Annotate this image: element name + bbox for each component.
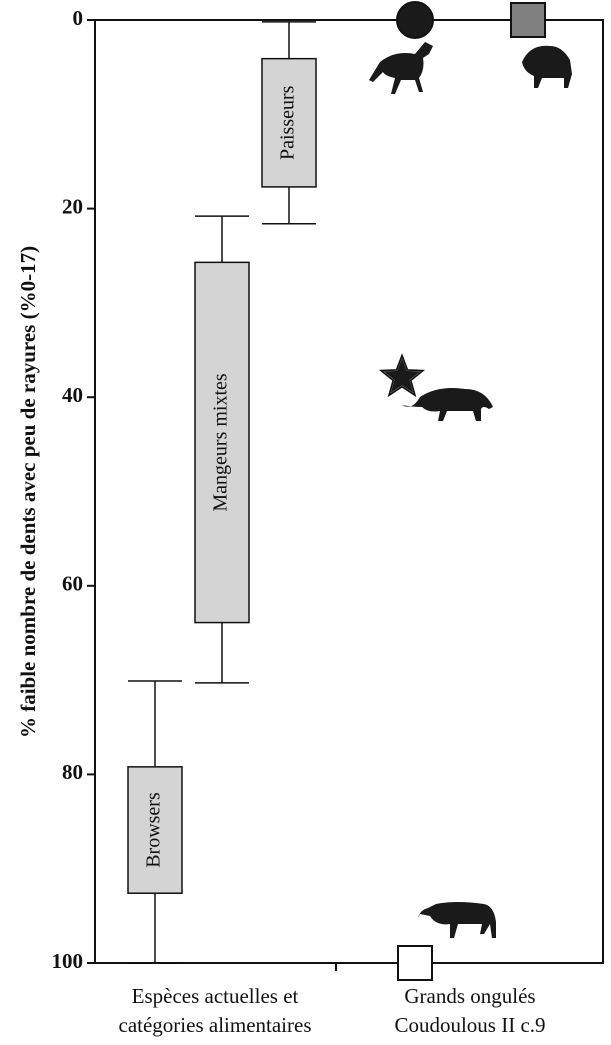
animal-silhouettes: [369, 42, 572, 938]
box: [194, 261, 250, 624]
box: [127, 766, 183, 894]
y-axis-label: % faible nombre de dents avec peu de ray…: [16, 246, 40, 738]
x-category-label: Espèces actuelles et: [132, 984, 299, 1008]
box-label: Paisseurs: [277, 85, 299, 160]
point: [396, 1, 434, 39]
y-tick-label: 20: [62, 194, 83, 218]
point: [382, 356, 422, 394]
x-category-label: Grands ongulés: [404, 984, 535, 1008]
plot-frame: [94, 19, 604, 964]
y-tick-label: 40: [62, 383, 83, 407]
point: [397, 945, 433, 981]
rhino: [402, 388, 493, 421]
y-tick-label: 100: [52, 949, 84, 973]
y-tick-label: 80: [62, 760, 83, 784]
y-tick-label: 60: [62, 572, 83, 596]
bison: [522, 45, 572, 88]
x-category-label: catégories alimentaires: [119, 1013, 312, 1037]
box-label: Browsers: [143, 792, 165, 868]
point: [510, 2, 546, 38]
aurochs: [418, 902, 496, 938]
y-tick-label: 0: [73, 6, 84, 30]
horse: [369, 42, 433, 94]
box-label: Mangeurs mixtes: [210, 373, 232, 512]
x-category-label: Coudoulous II c.9: [394, 1013, 545, 1037]
box: [261, 57, 317, 188]
point-outline: [378, 353, 426, 398]
